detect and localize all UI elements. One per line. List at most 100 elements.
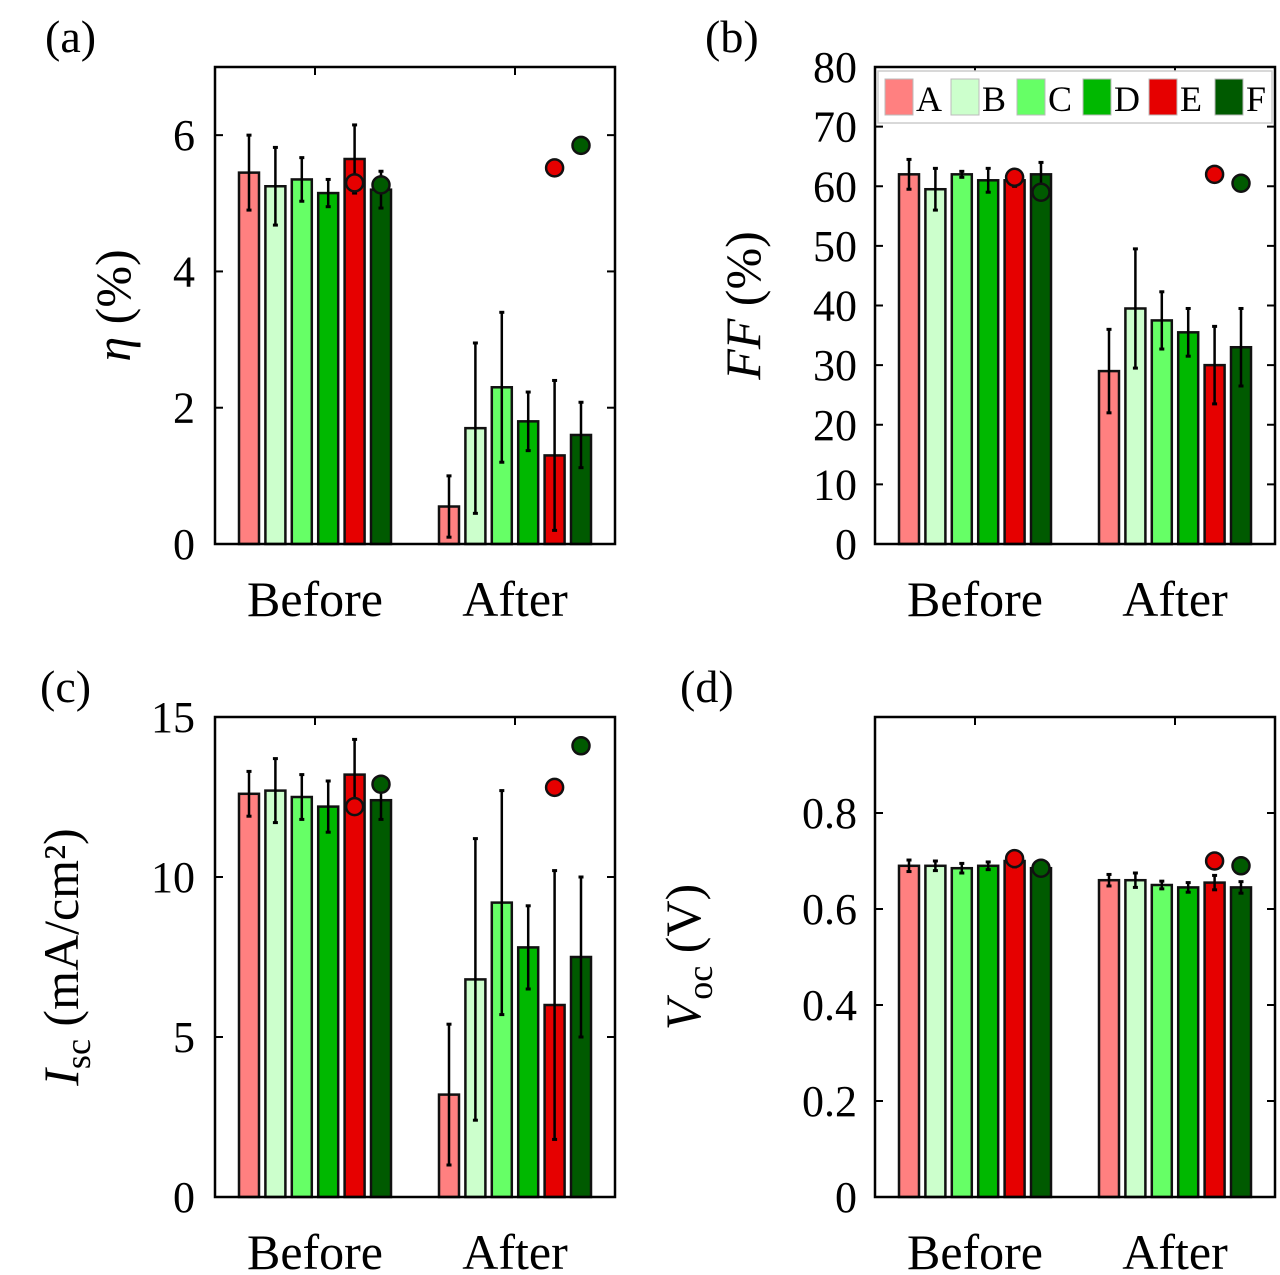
y-tick-label: 0 xyxy=(835,1173,857,1222)
y-axis-symbol: FF xyxy=(715,318,771,381)
legend-swatch-E xyxy=(1148,78,1178,116)
bar-B-before xyxy=(264,185,287,546)
marker-E-after xyxy=(544,777,565,798)
y-tick-label: 10 xyxy=(813,460,857,509)
y-tick-label: 0 xyxy=(173,520,195,569)
bar-F-after xyxy=(1229,886,1253,1199)
y-axis-unit: (%) xyxy=(85,249,141,336)
bar-F-before xyxy=(1029,173,1053,546)
bar-E-before xyxy=(343,773,366,1199)
marker-F-after xyxy=(571,736,591,756)
panel-a: (a) 0 2 4 6 Before After η (%) xyxy=(45,11,617,627)
bar-B-after xyxy=(1124,878,1147,1199)
bar-D-before xyxy=(976,179,1000,546)
y-tick-label: 0.6 xyxy=(802,885,857,934)
legend-swatch-C xyxy=(1016,78,1046,116)
y-axis-subscript: oc xyxy=(680,966,720,1000)
legend-swatch-A xyxy=(884,78,914,116)
marker-F-after xyxy=(571,135,591,156)
marker-E-after xyxy=(1204,164,1225,185)
y-axis-unit: (%) xyxy=(715,231,771,318)
x-tick-label: After xyxy=(1122,571,1228,627)
y-axis-symbol: η xyxy=(85,337,141,362)
y-tick-label: 30 xyxy=(813,341,857,390)
bar-A-after xyxy=(1097,878,1121,1199)
bar-D-before xyxy=(316,191,340,546)
bar-D-after xyxy=(1176,331,1200,546)
y-axis-label: Voc (V) xyxy=(655,884,720,1030)
x-tick-label: After xyxy=(462,571,568,627)
y-axis-label: η (%) xyxy=(85,249,141,361)
bar-C-before xyxy=(290,178,314,546)
y-axis-symbol: V xyxy=(655,994,711,1030)
bar-D-after xyxy=(1176,886,1200,1199)
bar-A-before xyxy=(237,792,261,1199)
bar-E-before xyxy=(343,157,366,546)
x-tick-label: Before xyxy=(907,1224,1043,1275)
y-tick-label: 0 xyxy=(173,1173,195,1222)
marker-E-before xyxy=(1004,167,1025,188)
bar-F-before xyxy=(369,188,393,546)
legend-label-A: A xyxy=(916,79,942,119)
marker-E-before xyxy=(344,796,365,817)
legend-swatch-B xyxy=(950,78,980,116)
legend-label-E: E xyxy=(1180,79,1202,119)
marker-E-after xyxy=(1204,851,1225,871)
legend-label-C: C xyxy=(1048,79,1072,119)
x-tick-label: After xyxy=(462,1224,568,1275)
bar-C-before xyxy=(290,795,314,1199)
bar-C-after xyxy=(1150,319,1174,546)
x-tick-label: Before xyxy=(907,571,1043,627)
bar-A-before xyxy=(237,171,261,546)
panel-label: (d) xyxy=(680,661,734,712)
bar-C-before xyxy=(950,866,974,1199)
y-axis-symbol: I xyxy=(33,1067,89,1087)
legend-label-D: D xyxy=(1114,79,1140,119)
marker-E-before xyxy=(1004,848,1025,869)
marker-E-before xyxy=(344,173,365,193)
bar-E-after xyxy=(1203,881,1226,1199)
y-tick-label: 5 xyxy=(173,1013,195,1062)
y-tick-label: 0 xyxy=(835,520,857,569)
bar-C-after xyxy=(1150,883,1174,1199)
bar-C-before xyxy=(950,173,974,546)
y-tick-label: 2 xyxy=(173,384,195,433)
marker-F-before xyxy=(371,175,391,195)
legend-swatch-F xyxy=(1214,78,1244,116)
bar-F-before xyxy=(369,798,393,1199)
panel-b: (b) 0 10 20 30 40 50 60 70 80 Before After FF (%) A B C… xyxy=(705,11,1277,627)
y-tick-label: 20 xyxy=(813,401,857,450)
bar-B-before xyxy=(264,789,287,1199)
panel-d: (d) 0 0.2 0.4 0.6 0.8 Before After Voc (V) xyxy=(655,661,1277,1275)
panel-label: (b) xyxy=(705,11,759,62)
bar-E-before xyxy=(1003,859,1026,1199)
x-tick-label: After xyxy=(1122,1224,1228,1275)
marker-F-before xyxy=(1031,182,1051,202)
panel-c: (c) 0 5 10 15 Before After Isc (mA/cm²) xyxy=(33,661,617,1275)
y-tick-label: 10 xyxy=(151,853,195,902)
y-tick-label: 40 xyxy=(813,282,857,331)
legend-label-F: F xyxy=(1246,79,1266,119)
marker-F-after xyxy=(1231,856,1251,876)
bar-F-before xyxy=(1029,866,1053,1199)
bar-B-before xyxy=(924,187,947,546)
x-tick-label: Before xyxy=(247,571,383,627)
y-tick-label: 4 xyxy=(173,247,195,296)
panel-label: (a) xyxy=(45,11,96,62)
legend-box xyxy=(877,70,1273,124)
y-tick-label: 80 xyxy=(813,43,857,92)
bar-A-before xyxy=(897,864,921,1199)
legend-label-B: B xyxy=(982,79,1006,119)
y-tick-label: 0.8 xyxy=(802,789,857,838)
bar-A-before xyxy=(897,173,921,546)
marker-E-after xyxy=(544,158,565,178)
y-tick-label: 0.4 xyxy=(802,981,857,1030)
panel-label: (c) xyxy=(40,661,91,712)
bar-E-before xyxy=(1003,179,1026,546)
bar-D-before xyxy=(316,805,340,1199)
y-tick-label: 6 xyxy=(173,111,195,160)
legend-swatch-D xyxy=(1082,78,1112,116)
axes-frame xyxy=(213,65,617,546)
